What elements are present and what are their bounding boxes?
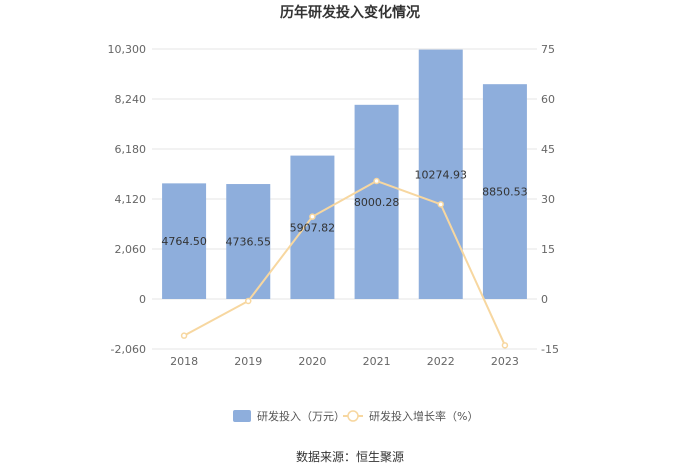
right-tick-label: -15 bbox=[541, 343, 559, 356]
bar-data-label: 4764.50 bbox=[161, 235, 207, 248]
growth-point bbox=[309, 213, 316, 220]
grid bbox=[152, 48, 537, 350]
x-axis-ticks: 2018 2019 2020 2021 2022 2023 bbox=[170, 355, 519, 368]
left-tick-label: 6,180 bbox=[115, 143, 147, 156]
legend-bar-label: 研发投入（万元） bbox=[257, 409, 345, 423]
bar-data-labels: 4764.50 4736.55 5907.82 8000.28 10274.93 8850… bbox=[161, 168, 527, 248]
bar bbox=[482, 84, 527, 300]
x-tick-label: 2019 bbox=[234, 355, 262, 368]
right-tick-label: 60 bbox=[541, 93, 555, 106]
left-tick-label: 0 bbox=[139, 293, 146, 306]
left-tick-label: 2,060 bbox=[115, 243, 147, 256]
left-axis-ticks: 10,300 8,240 6,180 4,120 2,060 0 -2,060 bbox=[108, 43, 147, 356]
left-tick-label: 10,300 bbox=[108, 43, 147, 56]
growth-point bbox=[180, 332, 188, 339]
growth-point bbox=[373, 177, 380, 185]
bar-data-label: 10274.93 bbox=[415, 168, 468, 181]
left-tick-label: -2,060 bbox=[111, 343, 146, 356]
x-tick-label: 2018 bbox=[170, 355, 198, 368]
x-tick-label: 2023 bbox=[491, 355, 519, 368]
growth-point bbox=[245, 297, 252, 305]
bar bbox=[162, 183, 207, 299]
legend-line-label: 研发投入增长率（%） bbox=[369, 409, 478, 423]
right-tick-label: 30 bbox=[541, 193, 555, 206]
bar-data-label: 8850.53 bbox=[482, 186, 528, 199]
legend[interactable]: 研发投入（万元） 研发投入增长率（%） bbox=[233, 409, 478, 423]
chart-title: 历年研发投入变化情况 bbox=[280, 4, 420, 21]
bar-data-label: 4736.55 bbox=[226, 236, 272, 249]
right-axis-ticks: 75 60 45 30 15 0 -15 bbox=[541, 43, 559, 356]
legend-bar-swatch bbox=[233, 410, 251, 422]
growth-point bbox=[437, 201, 444, 208]
right-tick-label: 45 bbox=[541, 143, 555, 156]
bar bbox=[226, 184, 271, 299]
x-tick-label: 2020 bbox=[298, 355, 326, 368]
bar bbox=[290, 155, 335, 299]
right-tick-label: 75 bbox=[541, 43, 555, 56]
bars bbox=[162, 49, 527, 300]
bar bbox=[354, 104, 399, 299]
growth-point bbox=[501, 342, 509, 349]
x-tick-label: 2021 bbox=[363, 355, 391, 368]
legend-line-marker bbox=[347, 410, 359, 422]
left-tick-label: 8,240 bbox=[115, 93, 147, 106]
bar-data-label: 5907.82 bbox=[290, 221, 336, 234]
bar-data-label: 8000.28 bbox=[354, 196, 400, 209]
right-tick-label: 15 bbox=[541, 243, 555, 256]
bar bbox=[418, 49, 463, 300]
growth-line bbox=[180, 177, 509, 349]
x-tick-label: 2022 bbox=[427, 355, 455, 368]
growth-line-path bbox=[183, 179, 506, 346]
right-tick-label: 0 bbox=[541, 293, 548, 306]
source-note: 数据来源：恒生聚源 bbox=[296, 449, 404, 464]
left-tick-label: 4,120 bbox=[115, 193, 147, 206]
